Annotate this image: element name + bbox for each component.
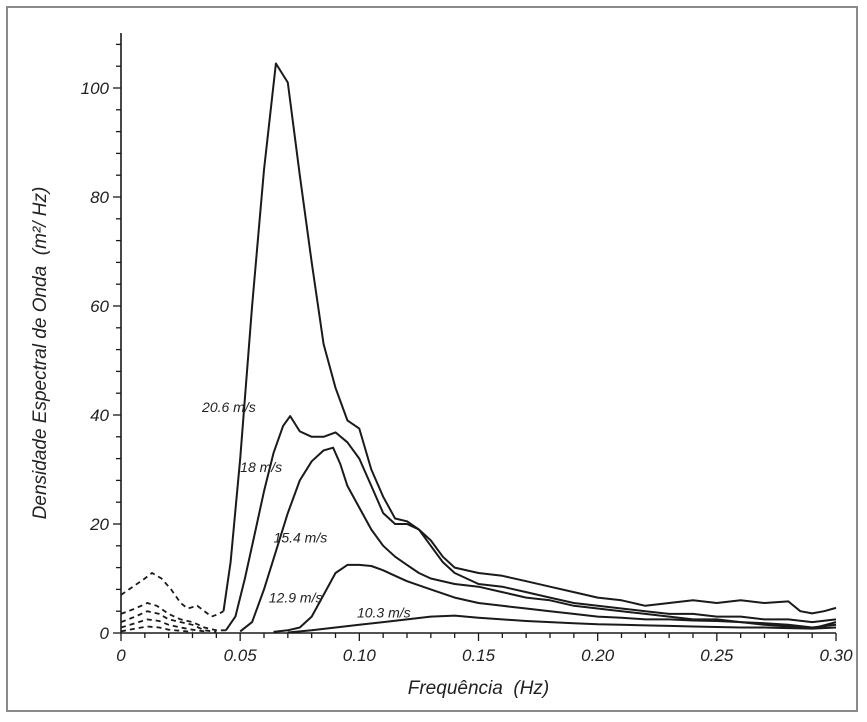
y-tick-label: 60 [90,297,109,316]
low-frequency-dashed-line [120,602,226,632]
y-axis-title: Densidade Espectral de Onda (m²/ Hz) [30,187,51,520]
series-label: 20.6 m/s [201,399,256,415]
chart-frame [6,6,858,712]
x-tick-label: 0.20 [581,646,615,665]
x-tick-label: 0.05 [224,646,258,665]
series-line [222,62,837,615]
low-frequency-dashed-line [120,618,205,633]
series-line [287,614,837,634]
x-axis-title: Frequência (Hz) [408,678,550,699]
series-label: 12.9 m/s [269,590,323,606]
labels: 20.6 m/s 18 m/s 15.4 m/s 12.9 m/s 10.3 m/s [201,399,411,620]
y-tick-label: 100 [81,79,110,98]
x-tick-label: 0.10 [343,646,377,665]
y-tick-label: 80 [90,188,109,207]
series-label: 10.3 m/s [357,604,411,620]
x-tick-label: 0.30 [819,646,853,665]
axes: 0 20 40 60 80 100 0 0.05 0.10 0.15 0.20 0.25 0.30 [81,33,853,665]
y-tick-label: 40 [90,406,109,425]
low-frequency-dashed-line [120,625,193,633]
y-tick-label: 0 [100,624,110,643]
low-frequency-dashed-line [120,610,217,633]
series-line [273,563,837,633]
x-tick-label: 0.15 [462,646,496,665]
low-frequency-dashed-line [120,571,224,618]
y-tick-label: 20 [89,515,109,534]
series-label: 15.4 m/s [274,530,328,546]
x-tick-label: 0.25 [700,646,734,665]
series-line [225,415,837,631]
x-tick-label: 0 [116,646,126,665]
series-line [239,446,837,633]
curves [120,62,837,634]
series-label: 18 m/s [240,459,282,475]
